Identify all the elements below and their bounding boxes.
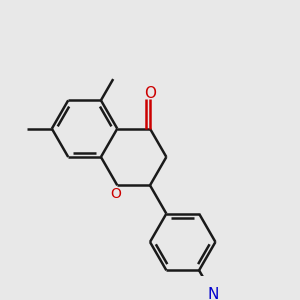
Text: N: N xyxy=(207,287,219,300)
Text: O: O xyxy=(144,86,156,101)
Text: O: O xyxy=(110,187,121,200)
